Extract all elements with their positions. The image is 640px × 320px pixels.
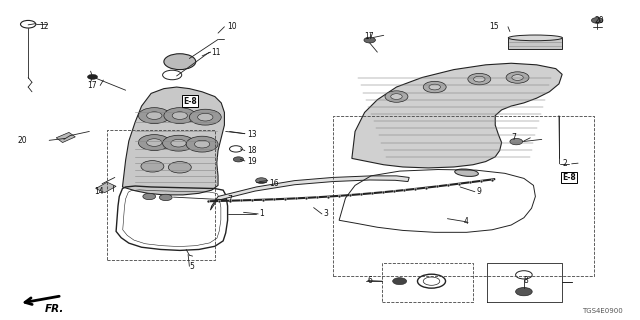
Circle shape [147, 112, 162, 119]
Circle shape [474, 76, 485, 82]
Circle shape [391, 94, 402, 100]
Circle shape [198, 113, 213, 121]
Polygon shape [508, 38, 562, 49]
Ellipse shape [455, 169, 478, 176]
Circle shape [195, 140, 210, 148]
Circle shape [138, 135, 170, 150]
Circle shape [429, 84, 440, 90]
Text: TGS4E0900: TGS4E0900 [582, 308, 623, 314]
Text: 7: 7 [511, 133, 516, 142]
Circle shape [164, 108, 196, 124]
Text: 17: 17 [88, 81, 97, 90]
Text: 5: 5 [189, 262, 195, 271]
Text: 20: 20 [17, 136, 27, 146]
Text: 19: 19 [246, 157, 257, 166]
Circle shape [591, 18, 603, 23]
Text: 17: 17 [365, 32, 374, 41]
Circle shape [506, 72, 529, 83]
Text: 11: 11 [212, 48, 221, 57]
Circle shape [364, 37, 376, 43]
Circle shape [186, 136, 218, 152]
Polygon shape [211, 176, 409, 210]
Text: 20: 20 [594, 16, 604, 25]
Circle shape [516, 288, 532, 296]
Circle shape [163, 135, 195, 151]
Circle shape [423, 81, 446, 93]
Text: 3: 3 [323, 209, 328, 219]
Circle shape [138, 108, 170, 124]
Circle shape [164, 54, 196, 69]
Text: E-8: E-8 [183, 97, 196, 106]
Text: E-8: E-8 [562, 173, 576, 182]
Polygon shape [352, 63, 562, 168]
Circle shape [143, 193, 156, 200]
Polygon shape [56, 132, 76, 142]
Text: 1: 1 [259, 209, 264, 219]
Text: 18: 18 [246, 146, 256, 155]
Ellipse shape [508, 35, 563, 41]
Circle shape [171, 140, 186, 147]
Text: 6: 6 [368, 276, 372, 285]
Circle shape [88, 74, 98, 79]
Text: 9: 9 [476, 187, 481, 196]
Circle shape [147, 139, 162, 146]
Circle shape [510, 139, 523, 145]
Circle shape [141, 161, 164, 172]
Text: 15: 15 [489, 22, 499, 31]
Circle shape [172, 112, 188, 119]
Circle shape [385, 91, 408, 102]
Text: FR.: FR. [45, 304, 64, 314]
Text: 2: 2 [562, 159, 567, 168]
Text: 7: 7 [228, 195, 232, 204]
Text: 8: 8 [524, 276, 529, 285]
Circle shape [189, 109, 221, 125]
Circle shape [234, 157, 244, 162]
Circle shape [468, 73, 491, 85]
Circle shape [159, 194, 172, 201]
Text: 4: 4 [464, 217, 469, 226]
Text: 12: 12 [40, 22, 49, 31]
Polygon shape [122, 87, 225, 195]
Circle shape [512, 75, 524, 80]
Circle shape [255, 178, 267, 183]
Circle shape [168, 162, 191, 173]
Text: 13: 13 [246, 130, 257, 139]
Text: 10: 10 [228, 22, 237, 31]
Text: 16: 16 [269, 179, 278, 188]
Circle shape [393, 278, 406, 285]
Polygon shape [96, 182, 116, 193]
Text: 14: 14 [94, 187, 104, 196]
